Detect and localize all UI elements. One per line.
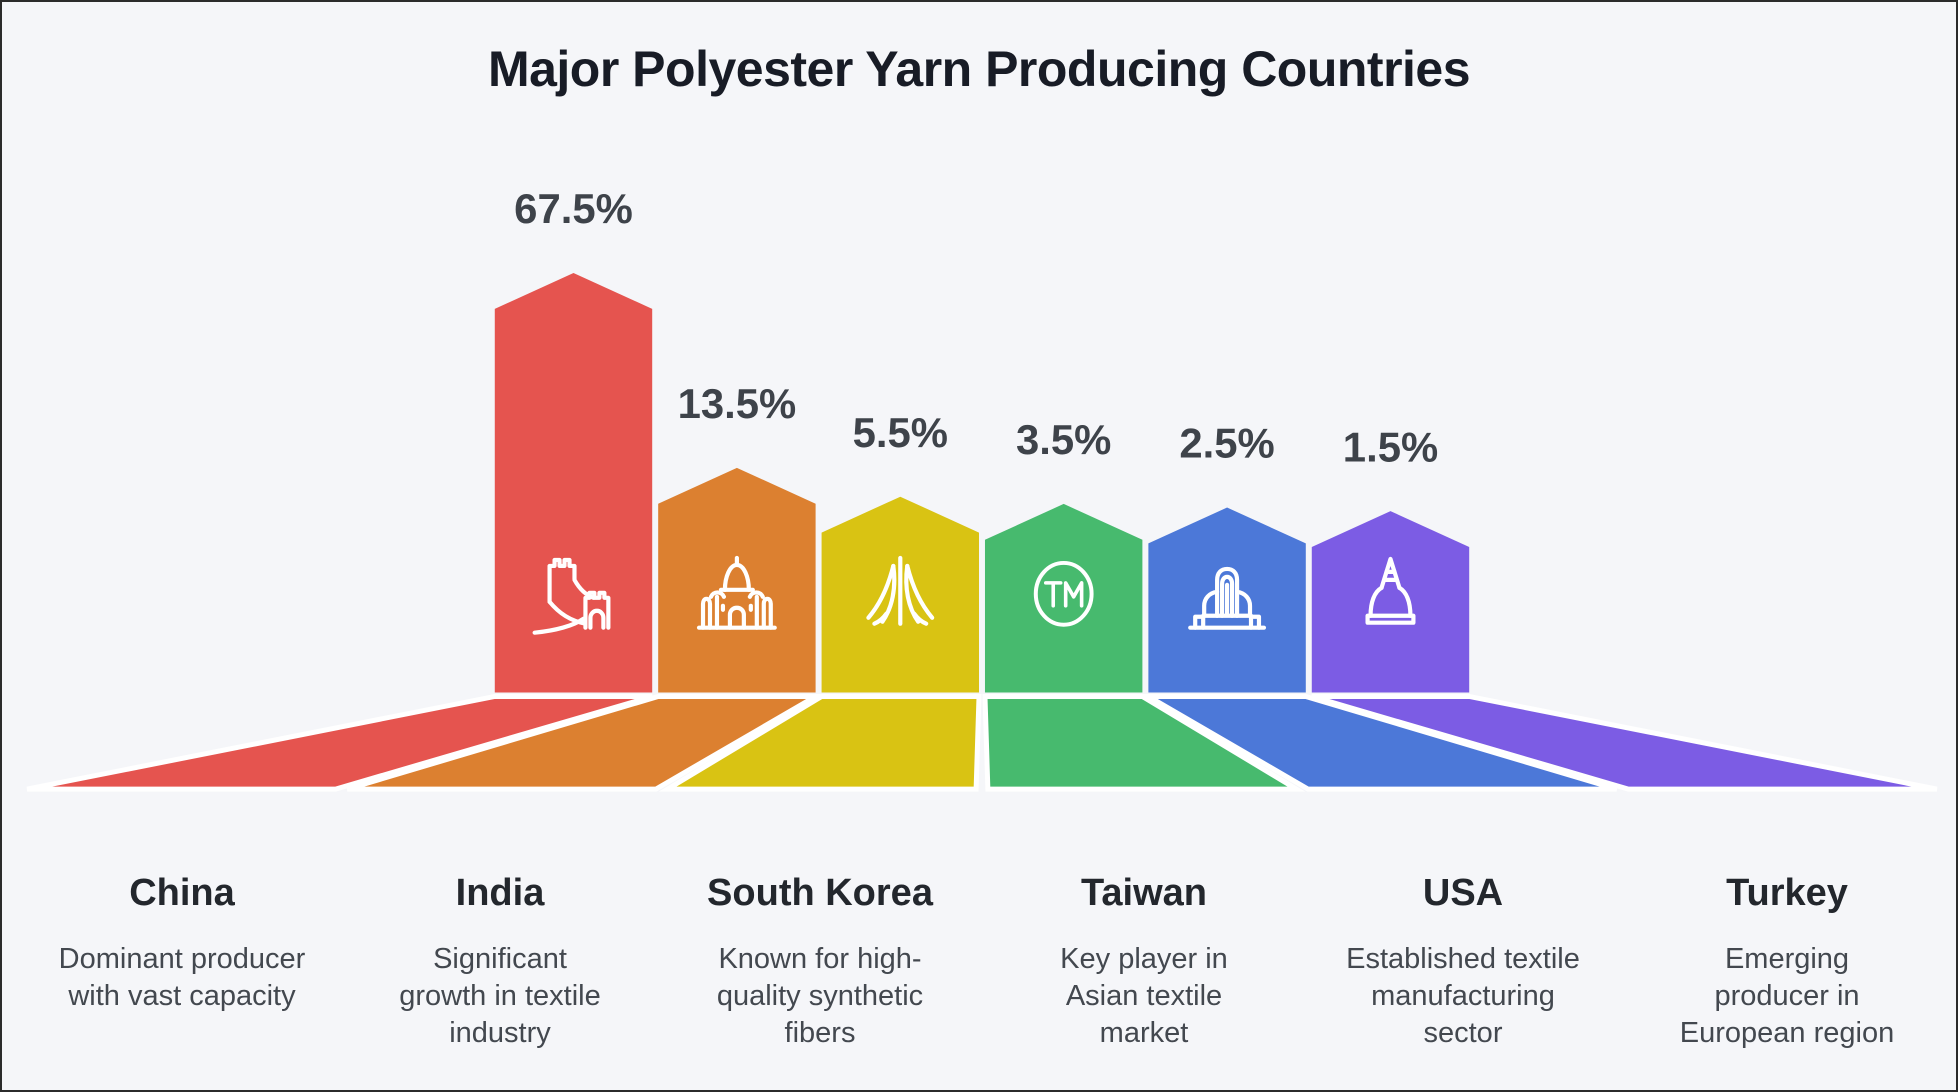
value-label-turkey: 1.5% [1343, 423, 1438, 470]
label-column-usa: USA Established textile manufacturing se… [1293, 872, 1633, 1052]
floor-shadow-usa [1139, 693, 1618, 792]
value-label-south-korea: 5.5% [853, 409, 948, 456]
floor-shadow-taiwan [982, 693, 1306, 792]
label-column-india: India Significant growth in textile indu… [330, 872, 670, 1052]
bar-china [494, 273, 653, 693]
value-label-taiwan: 3.5% [1016, 416, 1111, 463]
country-description: Established textile manufacturing sector [1346, 943, 1580, 1049]
floor-shadow-turkey [1311, 693, 1938, 792]
country-description: Known for high- quality synthetic fibers [716, 943, 924, 1049]
country-name: Turkey [1726, 872, 1848, 914]
label-column-south-korea: South Korea Known for high- quality synt… [650, 872, 990, 1052]
label-column-turkey: Turkey Emerging producer in European reg… [1617, 872, 1956, 1052]
country-description: Significant growth in textile industry [399, 943, 601, 1049]
country-description: Key player in Asian textile market [1060, 943, 1228, 1049]
country-description: Emerging producer in European region [1679, 943, 1895, 1049]
country-description: Dominant producer with vast capacity [58, 943, 306, 1012]
bar-india [658, 467, 816, 693]
floor-shadow-china [26, 693, 653, 792]
country-name: China [129, 872, 235, 914]
bar-turkey [1311, 511, 1470, 693]
page-title: Major Polyester Yarn Producing Countries [487, 41, 1471, 97]
label-column-taiwan: Taiwan Key player in Asian textile marke… [974, 872, 1314, 1052]
value-label-china: 67.5% [514, 185, 633, 232]
label-column-china: China Dominant producer with vast capaci… [12, 872, 352, 1015]
country-name: USA [1422, 872, 1504, 914]
value-label-india: 13.5% [678, 380, 797, 427]
floor-shadow-south-korea [658, 693, 982, 792]
country-name: Taiwan [1081, 872, 1207, 914]
country-name: India [455, 872, 545, 914]
bar-taiwan [984, 503, 1143, 693]
country-name: South Korea [707, 872, 933, 914]
value-label-usa: 2.5% [1179, 420, 1274, 467]
floor-shadow-india [346, 693, 825, 792]
